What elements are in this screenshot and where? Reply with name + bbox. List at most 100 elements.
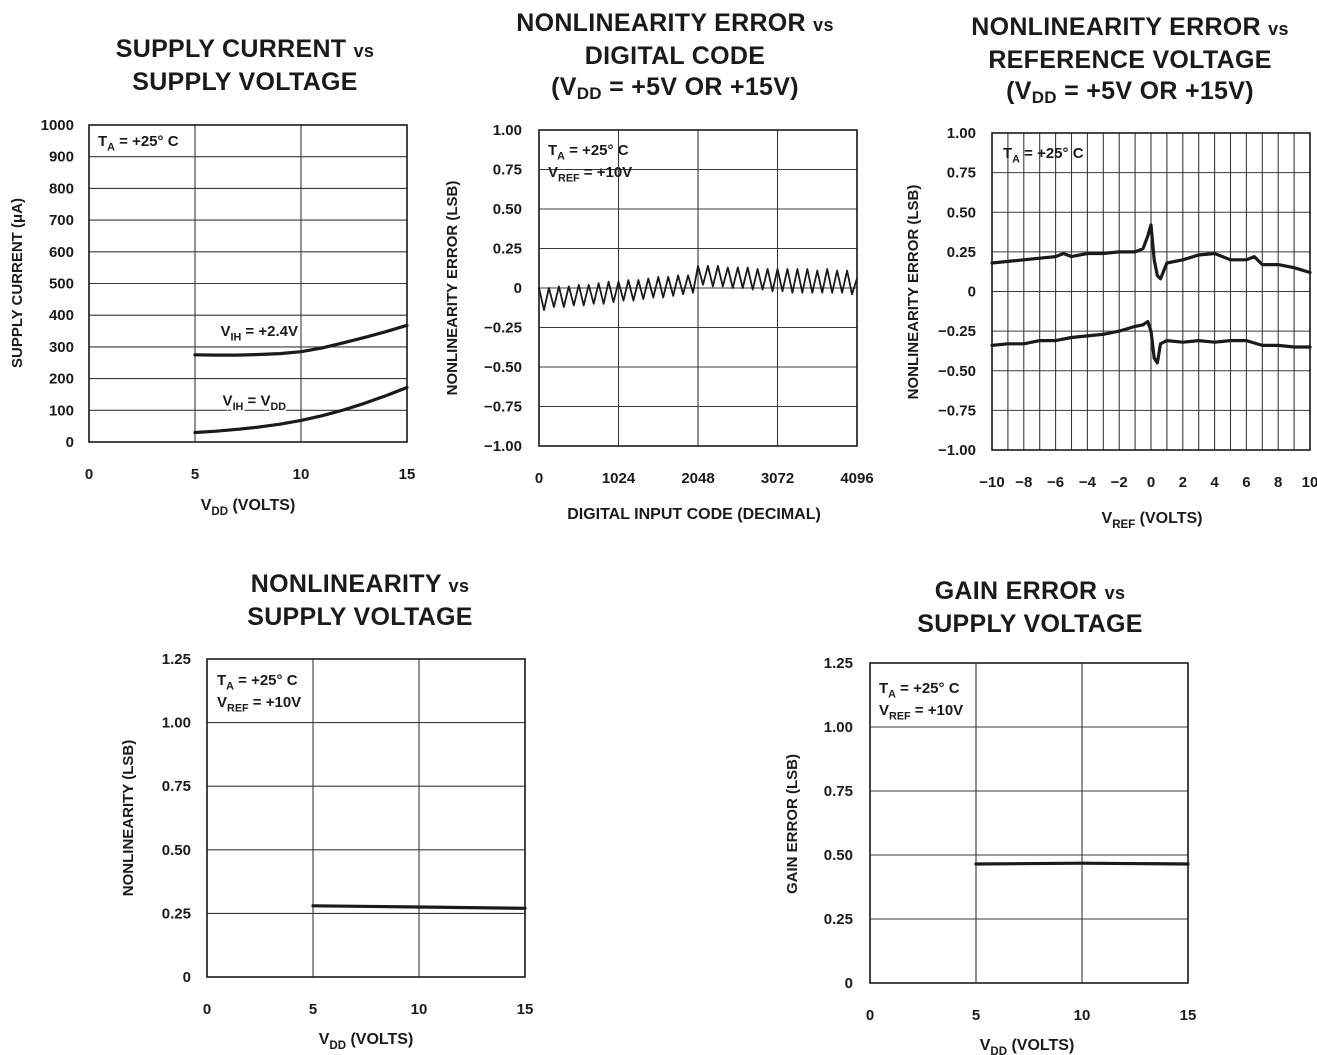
x-axis-label: VDD (VOLTS) — [319, 1031, 414, 1052]
condition-annotation: TA = +25° C — [1003, 145, 1084, 166]
y-axis-label: NONLINEARITY ERROR (LSB) — [905, 185, 922, 400]
data-series-line — [538, 264, 858, 312]
y-axis-label: SUPPLY CURRENT (μA) — [9, 198, 26, 368]
y-tick-label: −0.50 — [484, 359, 522, 376]
y-tick-label: 1.00 — [947, 125, 976, 142]
y-axis-label: NONLINEARITY (LSB) — [120, 740, 137, 896]
y-tick-label: 0.75 — [947, 165, 976, 182]
plot-frame — [991, 132, 1311, 451]
x-tick-label: 10 — [293, 466, 310, 483]
condition-annotation: VREF = +10V — [879, 702, 963, 723]
x-axis-label: DIGITAL INPUT CODE (DECIMAL) — [567, 506, 821, 523]
plot-frame — [88, 124, 408, 443]
y-tick-label: 0.25 — [824, 911, 853, 928]
y-tick-label: 500 — [49, 276, 74, 293]
x-tick-label: 15 — [399, 466, 416, 483]
y-tick-label: 0 — [514, 280, 522, 297]
x-tick-label: −8 — [1015, 474, 1032, 491]
chart-title: NONLINEARITY vs SUPPLY VOLTAGE — [247, 570, 473, 631]
x-tick-label: 2048 — [681, 470, 714, 487]
x-tick-label: 15 — [517, 1001, 534, 1018]
x-tick-label: 10 — [1302, 474, 1317, 491]
chart-title: GAIN ERROR vs SUPPLY VOLTAGE — [917, 577, 1143, 638]
x-tick-label: −10 — [979, 474, 1004, 491]
chart-c2-group: 0 1024 2048 3072 4096 1.00 0.75 0.50 0.25 0 −0.25 −… — [444, 122, 874, 523]
y-tick-label: 300 — [49, 339, 74, 356]
y-tick-label: 0.25 — [947, 244, 976, 261]
y-tick-label: 0.50 — [824, 847, 853, 864]
y-tick-label: 0.50 — [493, 201, 522, 218]
data-series-line — [311, 904, 527, 910]
y-tick-label: −1.00 — [484, 438, 522, 455]
x-axis-label: VDD (VOLTS) — [980, 1037, 1075, 1055]
x-tick-label: 8 — [1274, 474, 1282, 491]
y-tick-label: 1000 — [41, 117, 74, 134]
y-tick-label: −0.25 — [938, 323, 976, 340]
y-axis-label: GAIN ERROR (LSB) — [784, 754, 801, 894]
x-tick-label: 6 — [1242, 474, 1250, 491]
data-series-line — [193, 323, 409, 357]
y-tick-label: 0.75 — [824, 783, 853, 800]
data-series-line — [990, 223, 1312, 281]
condition-annotation: TA = +25° C — [217, 672, 298, 693]
plot-frame — [206, 658, 526, 978]
y-axis-label: NONLINEARITY ERROR (LSB) — [444, 181, 461, 396]
x-tick-label: 1024 — [602, 470, 636, 487]
chart-c5-group: 0 5 10 15 0 0.25 0.50 0.75 1.00 1.25 VDD (VOLTS) GA… — [784, 655, 1196, 1055]
x-tick-label: 3072 — [761, 470, 794, 487]
y-tick-label: 0.50 — [947, 204, 976, 221]
series-label: VIH = +2.4V — [220, 323, 298, 344]
y-tick-label: 0.75 — [162, 778, 191, 795]
x-tick-label: 0 — [866, 1007, 874, 1024]
chart-title: NONLINEARITY ERROR vs REFERENCE VOLTAGE … — [971, 13, 1289, 107]
x-tick-label: 5 — [972, 1007, 980, 1024]
x-axis-label: VREF (VOLTS) — [1102, 510, 1203, 531]
y-tick-label: 0.25 — [493, 241, 522, 258]
y-tick-label: 0 — [183, 969, 191, 986]
x-tick-label: 10 — [411, 1001, 428, 1018]
y-tick-label: −0.75 — [938, 402, 976, 419]
x-tick-label: 5 — [191, 466, 199, 483]
y-tick-label: 100 — [49, 402, 74, 419]
y-tick-label: 0.25 — [162, 905, 191, 922]
x-tick-label: −2 — [1111, 474, 1128, 491]
x-tick-label: 2 — [1179, 474, 1187, 491]
data-series-line — [974, 861, 1190, 866]
condition-annotation: VREF = +10V — [217, 694, 301, 715]
condition-annotation: TA = +25° C — [879, 680, 960, 701]
y-tick-label: −0.50 — [938, 363, 976, 380]
x-tick-label: 0 — [203, 1001, 211, 1018]
chart-title: SUPPLY CURRENT vs SUPPLY VOLTAGE — [115, 35, 375, 96]
x-axis-label: VDD (VOLTS) — [201, 497, 296, 518]
x-tick-label: 10 — [1074, 1007, 1091, 1024]
condition-annotation: TA = +25° C — [98, 133, 179, 154]
x-tick-label: −4 — [1079, 474, 1097, 491]
x-tick-label: 0 — [1147, 474, 1155, 491]
x-tick-label: 0 — [85, 466, 93, 483]
x-tick-label: 0 — [535, 470, 543, 487]
chart-c1-group: 0 5 10 15 0 100 200 300 400 500 600 700 800 900 1000 VD… — [9, 117, 415, 518]
y-tick-label: 0.75 — [493, 162, 522, 179]
y-tick-label: 1.25 — [162, 651, 191, 668]
y-tick-label: 1.25 — [824, 655, 853, 672]
x-tick-label: 4 — [1210, 474, 1219, 491]
chart-title: NONLINEARITY ERROR vs DIGITAL CODE (VDD … — [516, 9, 834, 103]
plot-frame — [869, 662, 1189, 984]
y-tick-label: −0.75 — [484, 399, 522, 416]
y-tick-label: 400 — [49, 307, 74, 324]
chart-c3-group: −10 −8 −6 −4 −2 0 2 4 6 8 10 1.00 0.75 0.50 0.25 0 −0.25… — [905, 125, 1317, 531]
y-tick-label: 1.00 — [493, 122, 522, 139]
x-tick-label: −6 — [1047, 474, 1064, 491]
data-series-line — [193, 385, 409, 435]
x-tick-label: 5 — [309, 1001, 317, 1018]
x-tick-label: 15 — [1180, 1007, 1197, 1024]
x-tick-label: 4096 — [840, 470, 873, 487]
y-tick-label: 0 — [845, 975, 853, 992]
series-label: VIH = VDD — [223, 393, 287, 414]
chart-c4-group: 0 5 10 15 0 0.25 0.50 0.75 1.00 1.25 VDD (VOLTS) NO… — [120, 651, 533, 1052]
y-tick-label: 900 — [49, 149, 74, 166]
y-tick-label: 1.00 — [162, 715, 191, 732]
y-tick-label: 0 — [968, 284, 976, 301]
y-tick-label: 1.00 — [824, 719, 853, 736]
